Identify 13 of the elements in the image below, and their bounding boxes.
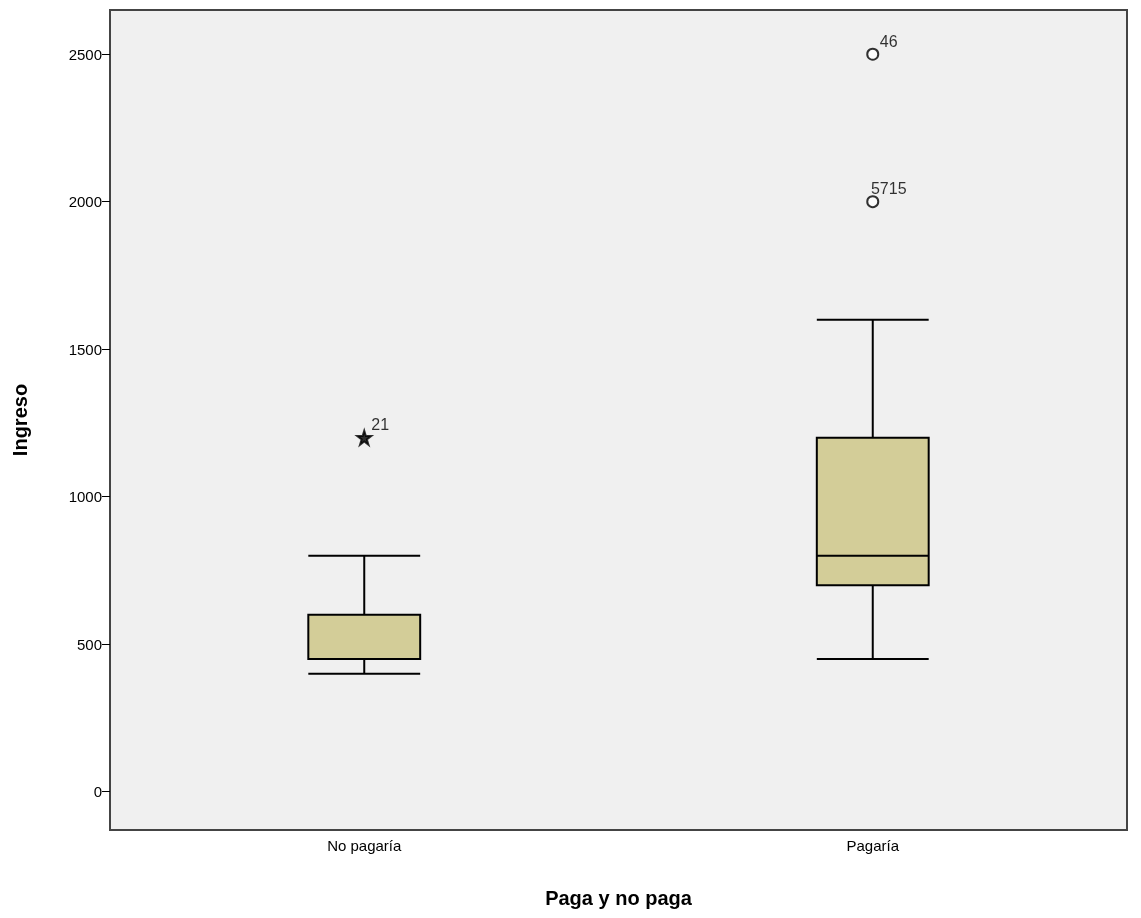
y-tick-label: 1500 [68, 340, 102, 358]
x-tick-label: Pagaría [846, 837, 900, 854]
y-tick-label: 1000 [68, 488, 102, 506]
y-axis-title: Ingreso [9, 383, 31, 457]
y-tick-label: 2500 [68, 45, 102, 63]
x-axis-title: Paga y no paga [545, 887, 693, 909]
x-tick-label: No pagaría [327, 837, 403, 854]
y-tick-label: 2000 [68, 193, 102, 211]
y-tick-label: 0 [93, 783, 102, 801]
y-tick-label: 500 [76, 635, 102, 653]
annotation: 46 [879, 32, 898, 50]
annotation: 21 [371, 416, 390, 434]
annotation: 5715 [870, 180, 907, 198]
